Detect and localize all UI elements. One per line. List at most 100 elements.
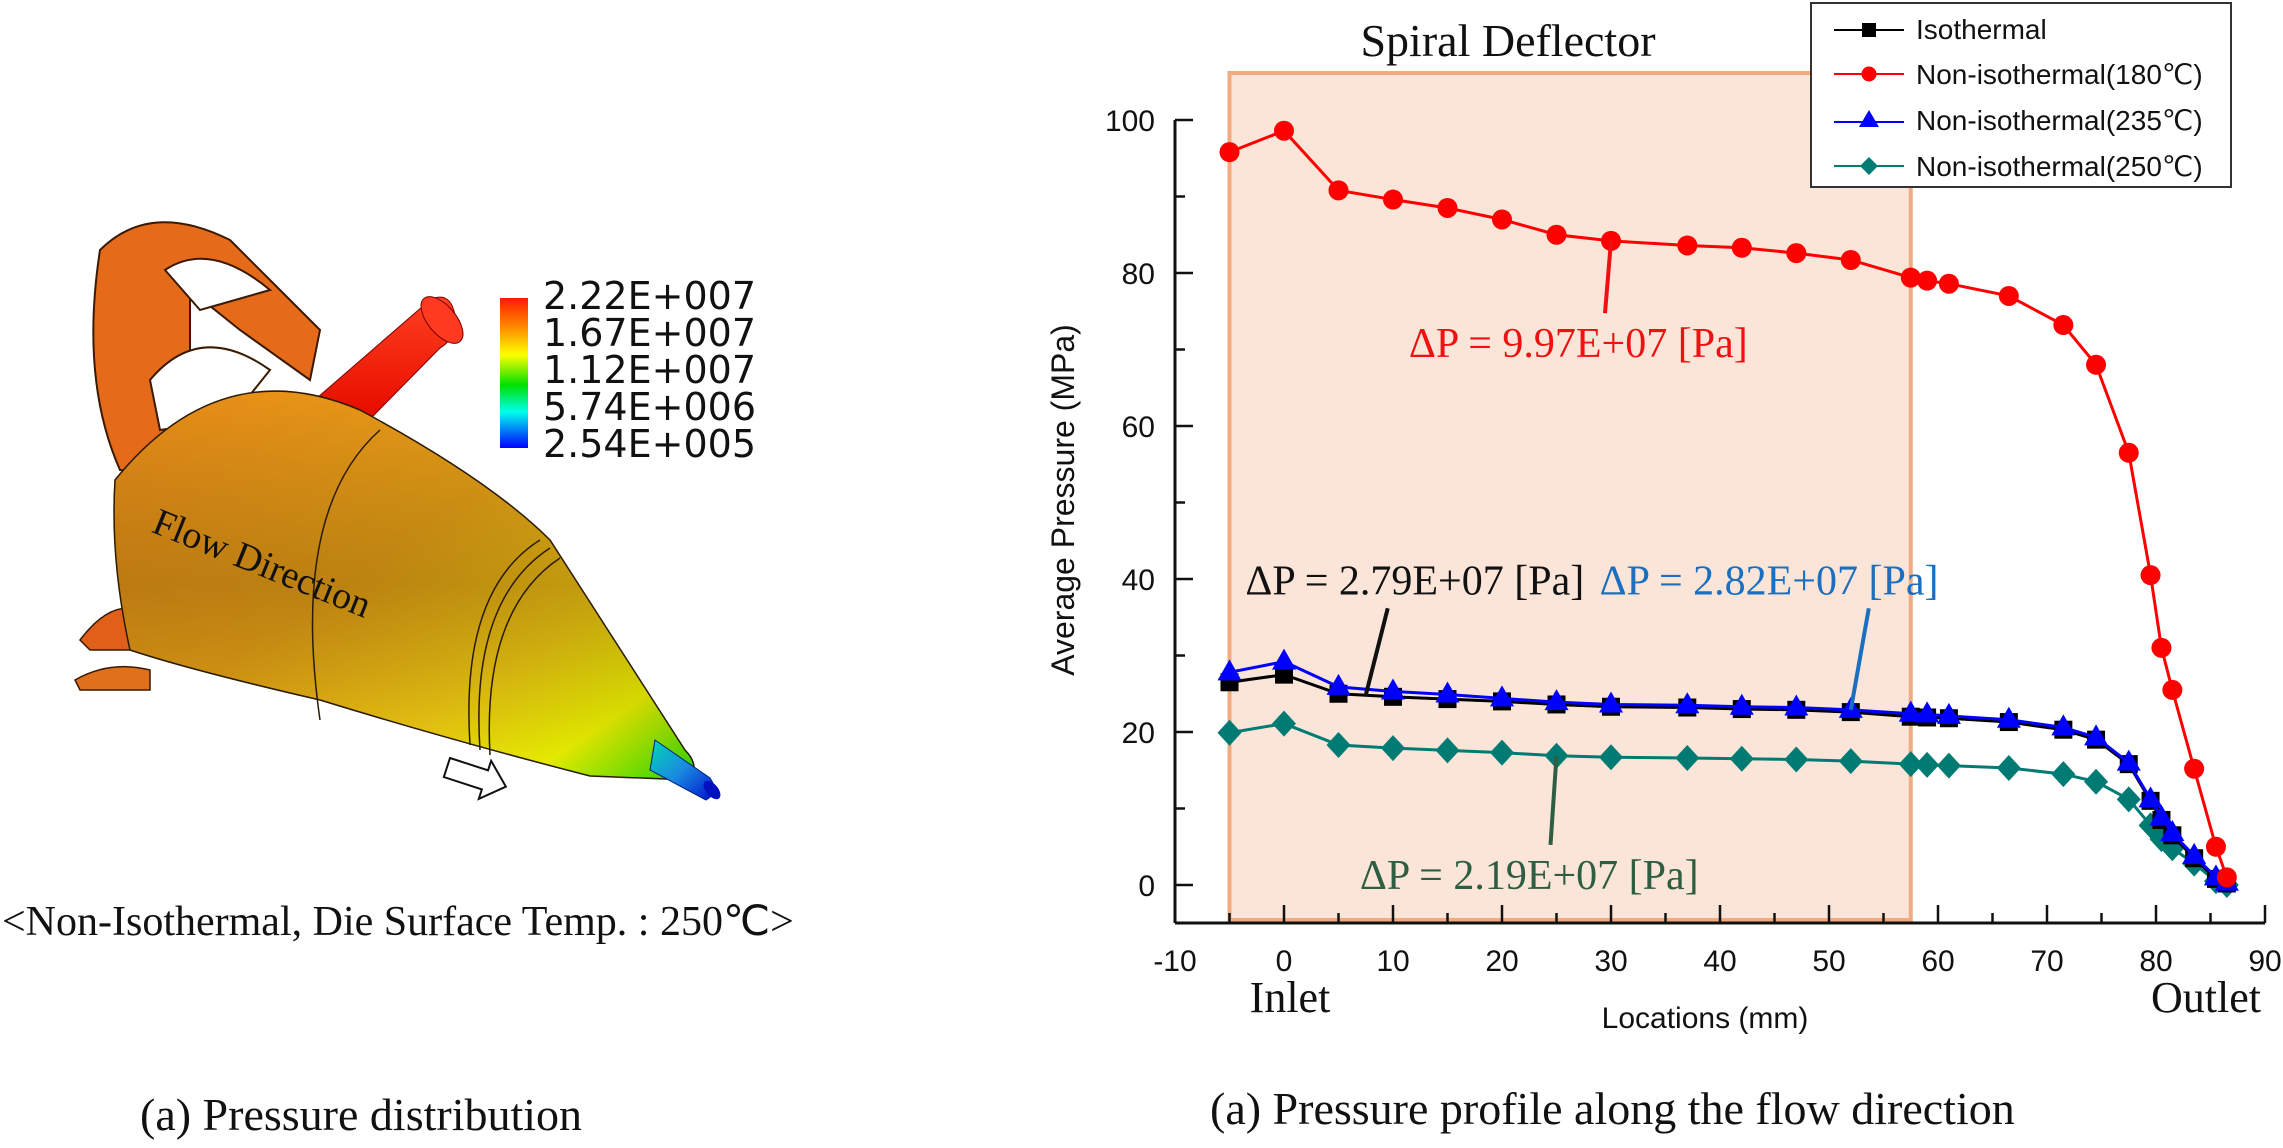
outlet-label: Outlet — [2151, 973, 2261, 1022]
annotation-leader-line — [1548, 755, 1559, 845]
data-point — [1272, 648, 1296, 670]
legend-item-180: Non-isothermal(180℃) — [1812, 52, 2203, 96]
legend-item-235: Non-isothermal(235℃) — [1812, 98, 2203, 142]
data-point — [1437, 197, 1458, 218]
data-point — [2184, 758, 2205, 779]
data-point — [1784, 694, 1809, 716]
die-tip — [649, 739, 721, 801]
legend-label: Non-isothermal(250℃) — [1916, 150, 2203, 182]
legend-label: Non-isothermal(180℃) — [1916, 58, 2203, 90]
data-point — [1490, 685, 1514, 707]
data-point — [1938, 273, 1959, 294]
data-point — [1435, 737, 1460, 764]
legend-label: Isothermal — [1916, 14, 2047, 45]
series-layer — [1217, 120, 2239, 898]
data-point — [2151, 637, 2172, 658]
data-point — [1917, 270, 1938, 291]
x-tick-label: 50 — [1812, 945, 1845, 978]
condition-caption: <Non-Isothermal, Die Surface Temp. : 250… — [2, 899, 794, 945]
data-point — [1275, 665, 1293, 684]
data-point — [1915, 751, 1940, 778]
x-tick-label: 80 — [2139, 945, 2172, 978]
data-point — [2086, 354, 2107, 375]
x-tick-label: 40 — [1703, 945, 1736, 978]
x-tick-label: 20 — [1485, 945, 1518, 978]
data-point — [1274, 120, 1294, 141]
triangle-marker-icon — [1834, 110, 1904, 127]
data-point — [1898, 700, 1923, 722]
delta-p-annotation: ΔP = 2.19E+07 [Pa] — [1360, 853, 1699, 899]
circle-marker-icon — [1834, 66, 1904, 82]
x-tick-label: 90 — [2248, 945, 2281, 978]
left-panel-caption: (a) Pressure distribution — [140, 1089, 583, 1140]
diamond-marker-icon — [1834, 157, 1904, 175]
colorbar-label: 1.12E+007 — [543, 348, 756, 392]
data-point — [1898, 751, 1923, 778]
data-point — [2149, 804, 2174, 826]
data-point — [1492, 209, 1512, 230]
data-point — [1786, 243, 1807, 264]
data-point — [1544, 689, 1569, 711]
data-point — [2140, 565, 2161, 586]
x-tick-label: 0 — [1276, 945, 1293, 978]
y-tick-label: 60 — [1122, 411, 1155, 444]
annotation-leader-line — [1603, 240, 1613, 314]
pressure-distribution-render — [74, 221, 721, 801]
data-point — [1217, 719, 1242, 746]
data-point — [2138, 786, 2163, 808]
region-label: Spiral Deflector — [1360, 15, 1655, 66]
x-axis-label: Locations (mm) — [1602, 1002, 1809, 1035]
data-point — [1900, 267, 1921, 288]
data-point — [1435, 681, 1460, 703]
series-circle — [1219, 120, 2237, 888]
data-point — [1599, 691, 1623, 713]
inlet-label: Inlet — [1250, 973, 1331, 1022]
data-point — [1838, 748, 1863, 775]
colorbar-labels: 2.22E+007 1.67E+007 1.12E+007 5.74E+006 … — [543, 277, 756, 463]
x-tick-label: 30 — [1594, 945, 1627, 978]
data-point — [1381, 678, 1405, 700]
data-point — [1326, 732, 1351, 759]
data-point — [2160, 819, 2185, 841]
delta-p-annotation: ΔP = 2.82E+07 [Pa] — [1600, 558, 1939, 604]
legend-item-isothermal: Isothermal — [1812, 8, 2047, 52]
delta-p-annotation: ΔP = 9.97E+07 [Pa] — [1409, 321, 1748, 367]
data-point — [2205, 836, 2226, 857]
legend-item-250: Non-isothermal(250℃) — [1812, 144, 2203, 188]
x-tick-label: 70 — [2030, 945, 2063, 978]
data-point — [1915, 701, 1940, 723]
x-tick-label: 60 — [1921, 945, 1954, 978]
data-point — [1936, 752, 1961, 779]
data-point — [2162, 679, 2183, 700]
y-tick-label: 0 — [1138, 870, 1155, 903]
data-point — [1784, 746, 1809, 773]
data-point — [2118, 442, 2139, 463]
data-point — [1729, 693, 1754, 715]
data-point — [1599, 744, 1623, 771]
y-tick-label: 20 — [1122, 717, 1155, 750]
chart-legend: Isothermal Non-isothermal(180℃) Non-isot… — [1810, 2, 2232, 188]
data-point — [2116, 786, 2141, 813]
data-point — [2116, 749, 2141, 771]
data-point — [1219, 142, 1240, 163]
data-point — [1383, 189, 1403, 210]
square-marker-icon — [1834, 23, 1904, 37]
colorbar-label: 1.67E+007 — [543, 311, 756, 355]
data-point — [2053, 315, 2074, 336]
data-point — [1936, 702, 1961, 724]
y-tick-label: 40 — [1122, 564, 1155, 597]
series-triangle — [1217, 648, 2239, 891]
x-tick-label: -10 — [1153, 945, 1196, 978]
data-point — [1217, 659, 1242, 681]
data-point — [1731, 237, 1752, 258]
data-point — [1675, 692, 1700, 714]
data-point — [1729, 745, 1754, 772]
flow-direction-arrow-icon — [442, 756, 508, 801]
data-point — [2084, 768, 2109, 795]
annotation-layer: ΔP = 9.97E+07 [Pa] ΔP = 2.79E+07 [Pa] ΔP =… — [1245, 240, 1939, 899]
right-panel-caption: (a) Pressure profile along the flow dire… — [1210, 1083, 2015, 1134]
colorbar — [500, 298, 528, 448]
data-point — [2051, 714, 2076, 736]
annotation-leader-line — [1848, 607, 1871, 711]
